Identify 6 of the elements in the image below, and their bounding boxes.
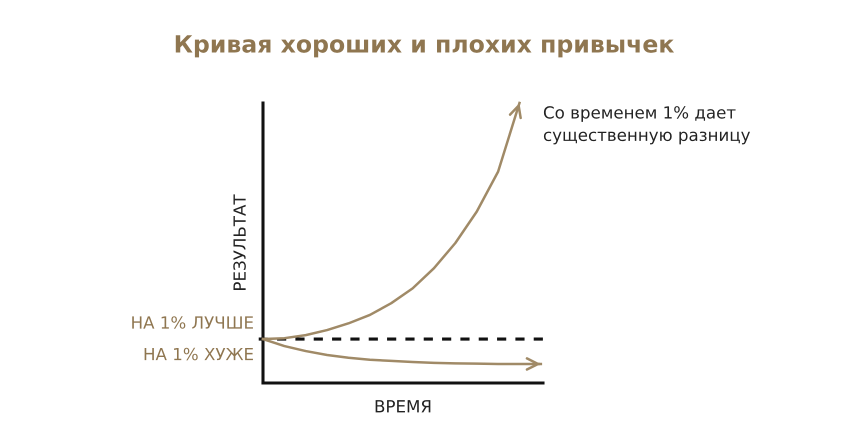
text: Со временем 1% дает существенную разницу — [544, 106, 750, 144]
chart-title: Кривая хороших и плохих привычек — [176, 35, 674, 58]
y-axis-title: РЕЗУЛЬТАТ — [233, 194, 246, 290]
x-axis-title: ВРЕМЯ — [376, 400, 430, 412]
text: НА 1% ЛУЧШЕ — [132, 316, 253, 329]
text: НА 1% ХУЖЕ — [144, 348, 253, 360]
